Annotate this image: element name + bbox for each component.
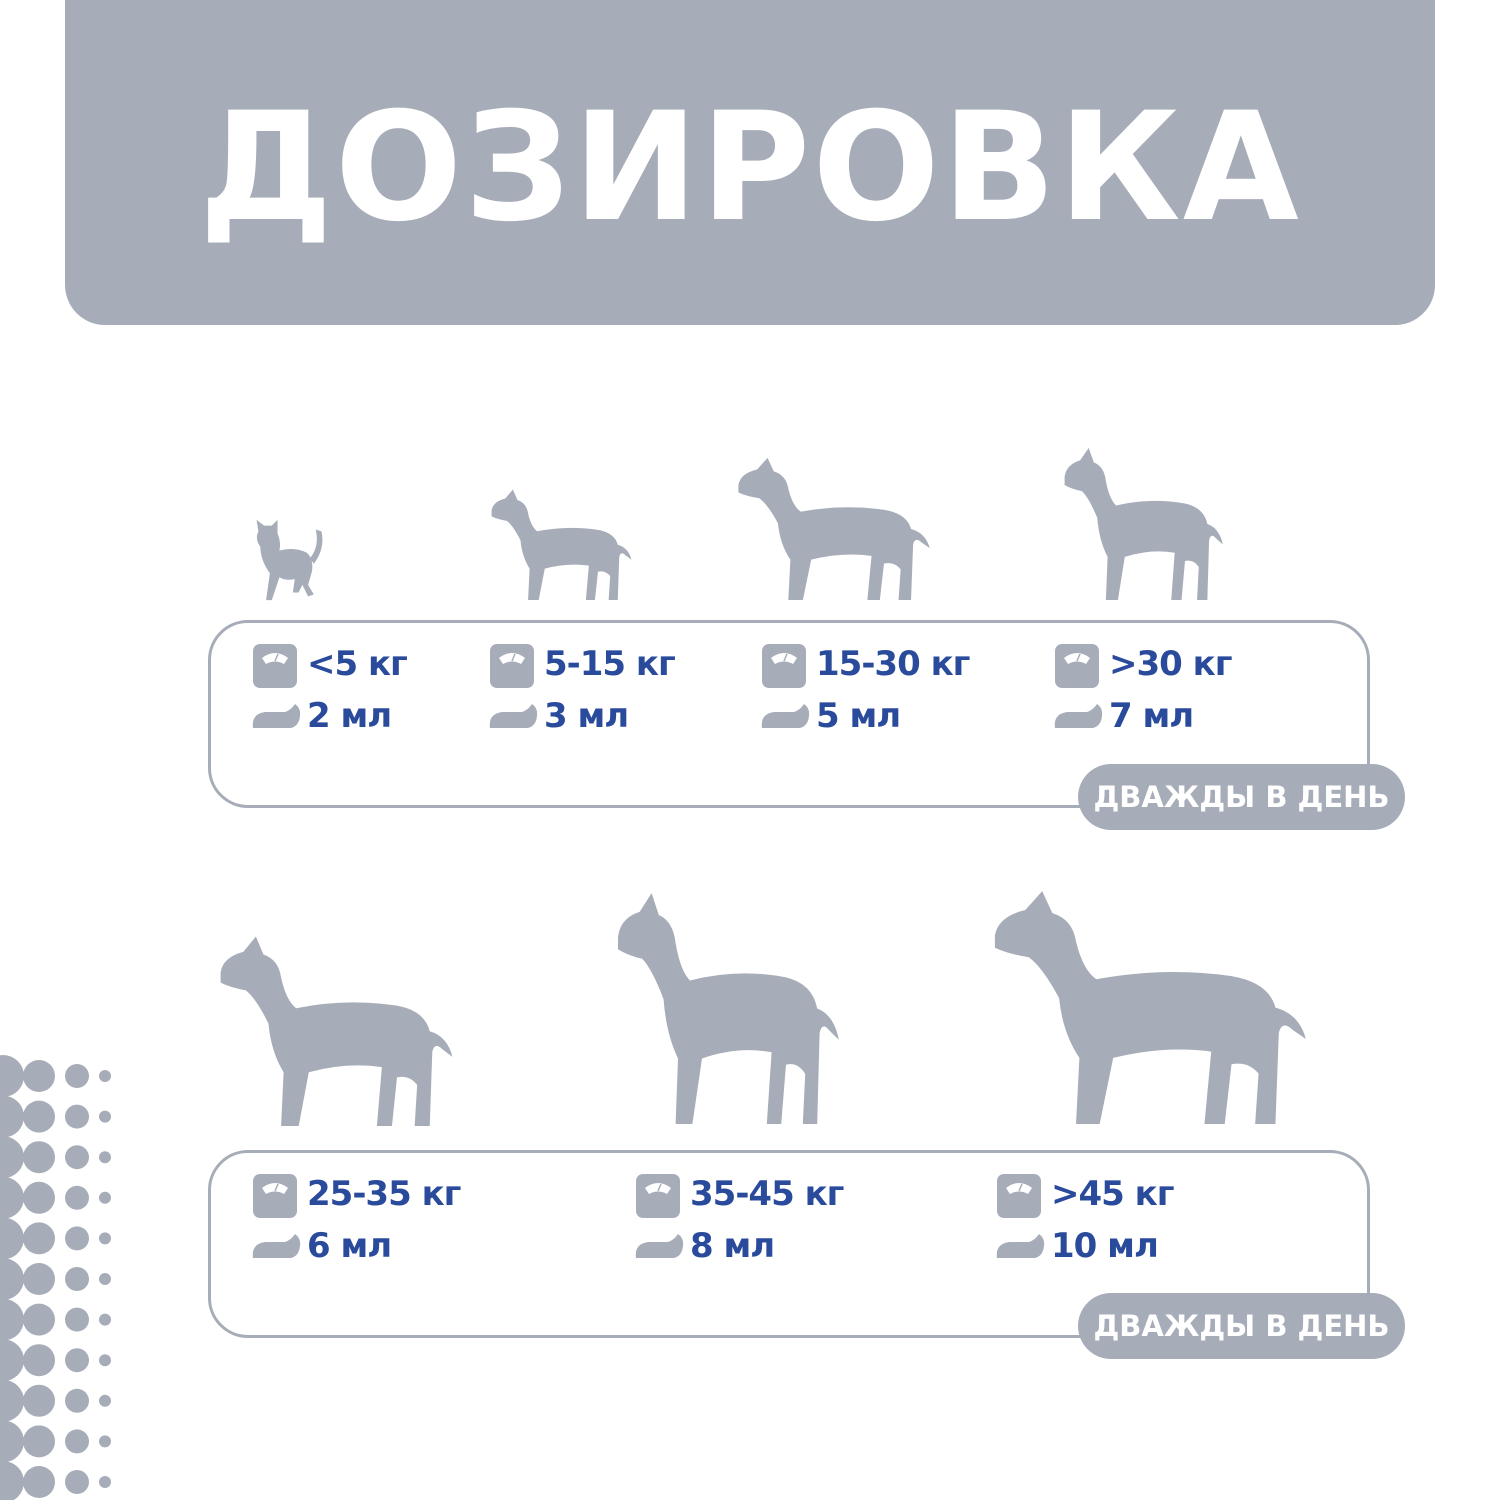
decorative-dot — [0, 1095, 24, 1138]
dosage-item: 25-35 кг 6 мл — [253, 1172, 513, 1272]
decorative-dot — [65, 1470, 89, 1494]
decorative-dot — [23, 1425, 55, 1458]
decorative-dot — [99, 1273, 111, 1285]
decorative-dot — [0, 1217, 24, 1260]
decorative-dot — [65, 1429, 89, 1454]
decorative-dot — [23, 1303, 55, 1336]
decorative-dot — [23, 1100, 55, 1133]
great-dane-silhouette-icon — [606, 890, 846, 1124]
dose-value: 6 мл — [307, 1226, 392, 1266]
decorative-dot — [23, 1141, 55, 1174]
decorative-dot — [99, 1070, 111, 1082]
staffordshire-silhouette-icon — [208, 934, 460, 1126]
liquid-drop-icon — [488, 702, 538, 728]
decorative-dot — [23, 1384, 55, 1417]
scale-icon — [636, 1174, 680, 1218]
liquid-drop-icon — [634, 1232, 684, 1258]
header-banner: ДОЗИРОВКА — [65, 0, 1435, 325]
scale-icon — [997, 1174, 1041, 1218]
weight-range: 15-30 кг — [816, 644, 970, 684]
dose-value: 7 мл — [1109, 696, 1194, 736]
decorative-dot — [0, 1176, 24, 1219]
decorative-dot — [65, 1388, 89, 1413]
decorative-dot — [65, 1104, 89, 1129]
decorative-dot — [99, 1435, 111, 1448]
decorative-dot — [65, 1185, 89, 1210]
dose-value: 2 мл — [307, 696, 392, 736]
decorative-dot — [23, 1222, 55, 1255]
decorative-dot — [65, 1145, 89, 1170]
weight-range: >45 кг — [1051, 1174, 1174, 1214]
decorative-dot — [0, 1055, 24, 1097]
dose-value: 10 мл — [1051, 1226, 1159, 1266]
weight-range: 25-35 кг — [307, 1174, 461, 1214]
dose-value: 5 мл — [816, 696, 901, 736]
decorative-dot — [0, 1136, 24, 1179]
decorative-dot — [99, 1110, 111, 1123]
decorative-dot — [23, 1344, 55, 1377]
twice-daily-badge: ДВАЖДЫ В ДЕНЬ — [1078, 764, 1405, 830]
decorative-dot — [23, 1466, 55, 1498]
scale-icon — [762, 644, 806, 688]
dosage-item: 15-30 кг 5 мл — [762, 642, 1022, 742]
twice-daily-badge: ДВАЖДЫ В ДЕНЬ — [1078, 1293, 1405, 1359]
decorative-dot — [99, 1354, 111, 1367]
decorative-dot — [99, 1476, 111, 1488]
dosage-item: <5 кг 2 мл — [253, 642, 513, 742]
liquid-drop-icon — [1053, 702, 1103, 728]
decorative-dot — [0, 1420, 24, 1463]
decorative-dot — [99, 1191, 111, 1204]
page-title: ДОЗИРОВКА — [199, 81, 1301, 255]
dosage-item: >30 кг 7 мл — [1055, 642, 1315, 742]
decorative-dot — [23, 1181, 55, 1214]
decorative-dot-pattern — [0, 1055, 111, 1500]
decorative-dot — [23, 1060, 55, 1092]
decorative-dot — [99, 1313, 111, 1326]
dosage-box-1 — [208, 620, 1370, 808]
dose-value: 3 мл — [544, 696, 629, 736]
scale-icon — [253, 644, 297, 688]
decorative-dot — [0, 1298, 24, 1341]
liquid-drop-icon — [760, 702, 810, 728]
decorative-dot — [23, 1263, 55, 1295]
cat-silhouette-icon — [248, 518, 330, 604]
decorative-dot — [99, 1394, 111, 1407]
pointer-silhouette-icon — [728, 456, 936, 600]
scale-icon — [490, 644, 534, 688]
decorative-dot — [65, 1226, 89, 1251]
decorative-dot — [0, 1258, 24, 1300]
dosage-item: >45 кг 10 мл — [997, 1172, 1257, 1272]
retriever-silhouette-icon — [978, 888, 1316, 1124]
decorative-dot — [99, 1232, 111, 1245]
liquid-drop-icon — [995, 1232, 1045, 1258]
weight-range: >30 кг — [1109, 644, 1232, 684]
liquid-drop-icon — [251, 1232, 301, 1258]
weight-range: 5-15 кг — [544, 644, 676, 684]
spitz-silhouette-icon — [1056, 446, 1228, 600]
liquid-drop-icon — [251, 702, 301, 728]
scale-icon — [253, 1174, 297, 1218]
decorative-dot — [0, 1461, 24, 1500]
dosage-item: 5-15 кг 3 мл — [490, 642, 750, 742]
scale-icon — [1055, 644, 1099, 688]
decorative-dot — [65, 1064, 89, 1088]
decorative-dot — [65, 1348, 89, 1373]
dosage-box-2 — [208, 1150, 1370, 1338]
decorative-dot — [65, 1307, 89, 1332]
decorative-dot — [0, 1339, 24, 1382]
dosage-item: 35-45 кг 8 мл — [636, 1172, 896, 1272]
weight-range: 35-45 кг — [690, 1174, 844, 1214]
decorative-dot — [65, 1267, 89, 1291]
dose-value: 8 мл — [690, 1226, 775, 1266]
schnauzer-silhouette-icon — [484, 488, 636, 600]
decorative-dot — [99, 1151, 111, 1164]
decorative-dot — [0, 1379, 24, 1422]
weight-range: <5 кг — [307, 644, 408, 684]
